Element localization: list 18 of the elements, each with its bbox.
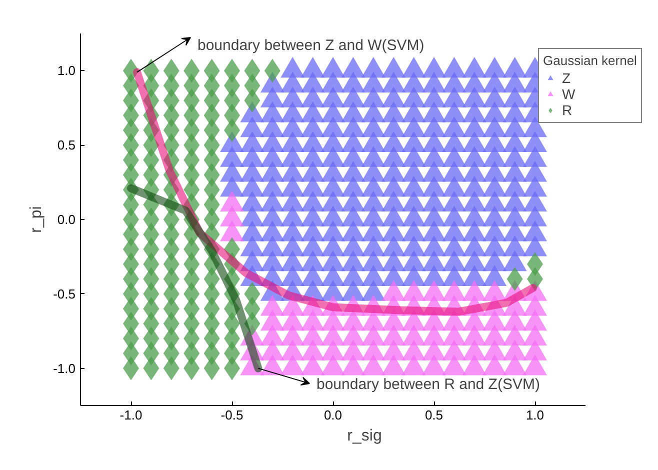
x-tick-label: -0.5 [220,408,244,422]
x-axis-title: r_sig [347,428,382,444]
y-axis-title: r_pi [28,206,46,233]
y-tick-label: -1.0 [53,360,76,376]
annotation: boundary between Z and W(SVM) [198,37,424,54]
x-tick-label: 0.0 [324,408,342,422]
x-tick-label: -1.0 [120,408,142,422]
legend-label: R [562,102,574,118]
annotation: boundary between R and Z(SVM) [316,376,540,393]
legend-title: Gaussian kernel [543,53,637,68]
y-tick-label: -0.5 [53,286,76,302]
y-tick-label: 1.0 [57,63,76,78]
x-tick-label: 0.5 [424,408,444,422]
x-tick-label: 1.0 [526,408,544,422]
legend-label: Z [562,70,572,86]
legend-label: W [562,86,576,102]
y-tick-label: 0.0 [57,212,76,227]
y-tick-label: 0.5 [57,138,76,153]
